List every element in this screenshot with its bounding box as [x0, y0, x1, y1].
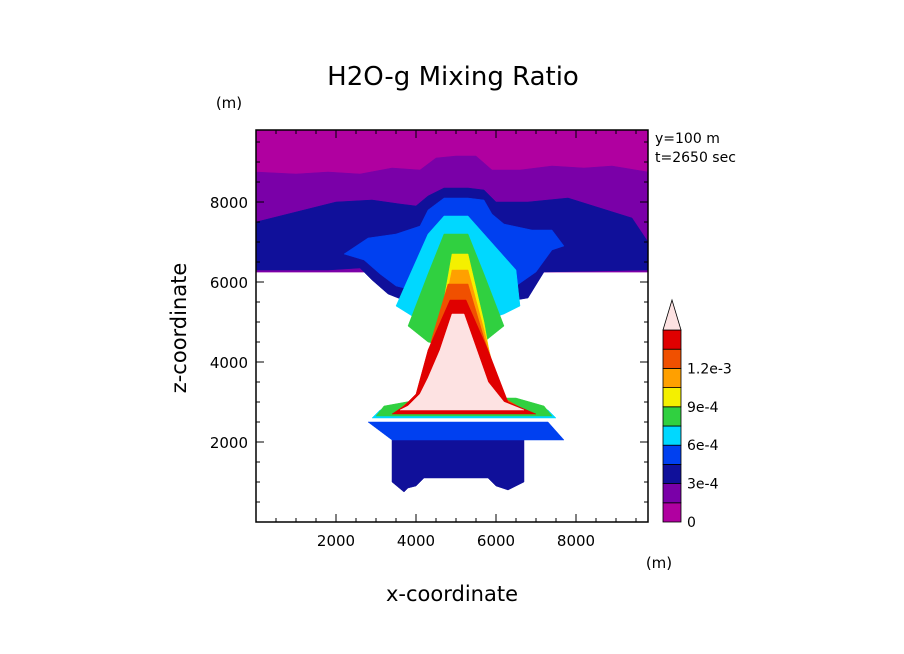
colorbar-tick-label: 1.2e-3	[687, 361, 732, 377]
colorbar-swatch	[662, 348, 682, 369]
chart-title: H2O-g Mixing Ratio	[327, 62, 579, 92]
colorbar-tick-label: 9e-4	[687, 400, 719, 416]
colorbar-swatch	[662, 444, 682, 465]
colorbar: 0 3e-4 6e-4 9e-4 1.2e-3	[662, 298, 732, 531]
annotation-time: t=2650 sec	[655, 150, 736, 166]
plot-frame	[255, 129, 649, 523]
x-tick-label: 2000	[317, 532, 355, 550]
colorbar-swatch	[662, 425, 682, 446]
annotation-y-position: y=100 m	[655, 131, 720, 147]
plot-area: 2000 4000 6000 8000 2000 4000 6000 8000	[210, 129, 649, 550]
colorbar-swatch	[662, 406, 682, 427]
colorbar-swatch	[662, 367, 682, 388]
colorbar-swatch	[662, 463, 682, 484]
y-tick-label: 4000	[210, 354, 248, 372]
y-tick-label: 6000	[210, 274, 248, 292]
colorbar-swatch	[662, 483, 682, 504]
y-tick-label: 8000	[210, 194, 248, 212]
x-tick-label: 8000	[557, 532, 595, 550]
colorbar-extend-triangle	[662, 298, 682, 331]
y-axis-label: z-coordinate	[167, 263, 191, 394]
contour-regions	[255, 129, 649, 493]
x-unit-label: (m)	[646, 554, 672, 572]
x-axis-label: x-coordinate	[386, 582, 518, 606]
axis-ticks: 2000 4000 6000 8000 2000 4000 6000 8000	[210, 130, 648, 550]
colorbar-swatch	[662, 329, 682, 350]
y-tick-label: 2000	[210, 434, 248, 452]
colorbar-tick-label: 6e-4	[687, 438, 719, 454]
colorbar-tick-label: 3e-4	[687, 477, 719, 493]
colorbar-swatch	[662, 502, 682, 523]
colorbar-tick-label: 0	[687, 515, 696, 531]
y-unit-label: (m)	[216, 94, 242, 112]
colorbar-swatch	[662, 387, 682, 408]
x-tick-label: 6000	[477, 532, 515, 550]
x-tick-label: 4000	[397, 532, 435, 550]
contour-region	[399, 313, 525, 411]
contour-region	[367, 421, 565, 441]
